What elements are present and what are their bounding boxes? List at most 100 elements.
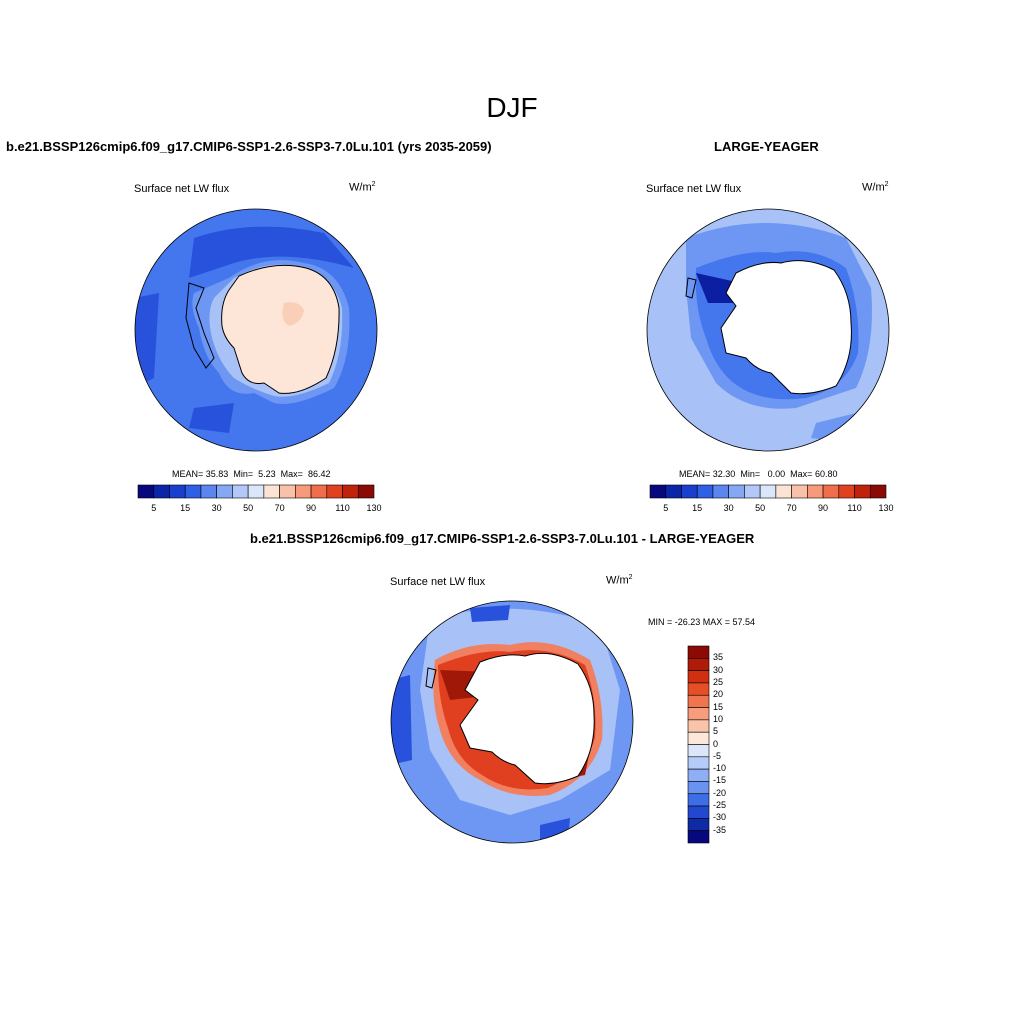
antarctica-land — [721, 260, 852, 394]
coastline — [425, 652, 595, 785]
panel-diff-variable-label: Surface net LW flux — [390, 576, 486, 588]
colorbar-tick-label: 110 — [335, 503, 350, 513]
panel-obs-map — [646, 208, 890, 452]
panel-diff-colorbar-ticks: 35 30 25 20 15 10 5 0 -5 -10 -15 -20 -25 -30 -35 — [713, 646, 753, 843]
colorbar-tick-label: -15 — [713, 775, 727, 786]
dark-ocean-band — [135, 226, 354, 433]
colorbar-segment — [712, 484, 729, 499]
colorbar-segment — [665, 484, 682, 499]
panel-diff-minmax: MIN = -26.23 MAX = 57.54 — [648, 617, 756, 627]
colorbar-tick-label: 110 — [847, 503, 862, 513]
colorbar-tick-label: 30 — [723, 503, 734, 513]
colorbar-segment — [807, 484, 824, 499]
colorbar-segment — [153, 484, 170, 499]
figure-title: DJF — [486, 92, 538, 123]
antarctica-land — [460, 653, 595, 784]
panel-model-variable-label: Surface net LW flux — [134, 183, 230, 195]
colorbar-segment — [696, 484, 714, 499]
colorbar-segment — [869, 484, 887, 499]
panel-model-stats: MEAN= 35.83 Min= 5.23 Max= 86.42 — [172, 469, 331, 479]
colorbar-tick-label: 15 — [180, 503, 191, 513]
colorbar-segment — [687, 805, 710, 819]
colorbar-tick-label: 5 — [713, 726, 719, 737]
colorbar-tick-label: -20 — [713, 787, 727, 798]
panel-diff-colorbar — [687, 645, 710, 844]
panel-model-colorbar — [137, 484, 375, 499]
colorbar-segment — [649, 484, 667, 499]
colorbar-segment — [687, 670, 710, 684]
colorbar-segment — [342, 484, 359, 499]
colorbar-segment — [310, 484, 328, 499]
colorbar-segment — [759, 484, 777, 499]
colorbar-segment — [687, 731, 710, 745]
colorbar-segment — [838, 484, 855, 499]
colorbar-tick-label: 50 — [243, 503, 254, 513]
panel-obs-units-label: W/m2 — [862, 181, 889, 194]
panel-obs-variable-label: Surface net LW flux — [646, 183, 742, 195]
panel-obs-title: LARGE-YEAGER — [714, 139, 819, 154]
colorbar-segment — [216, 484, 233, 499]
panel-obs-colorbar — [649, 484, 887, 499]
colorbar-tick-label: 130 — [366, 503, 382, 513]
colorbar-segment — [279, 484, 296, 499]
panel-model-units-label: W/m2 — [349, 181, 376, 194]
colorbar-segment — [744, 484, 761, 499]
panel-diff-units-label: W/m2 — [606, 574, 633, 587]
colorbar-segment — [687, 682, 710, 696]
panel-model-colorbar-ticks: 5 15 30 50 70 90 110 130 — [138, 503, 381, 515]
colorbar-tick-label: 90 — [306, 503, 317, 513]
colorbar-segment — [775, 484, 792, 499]
colorbar-tick-label: -30 — [713, 812, 727, 823]
colorbar-segment — [200, 484, 217, 499]
colorbar-segment — [687, 830, 710, 844]
colorbar-segment — [295, 484, 312, 499]
coastline — [185, 264, 340, 394]
colorbar-segment — [184, 484, 202, 499]
coastline — [685, 260, 852, 395]
colorbar-tick-label: 15 — [692, 503, 703, 513]
colorbar-segment — [326, 484, 343, 499]
panel-model-map — [134, 208, 378, 452]
panel-obs-stats: MEAN= 32.30 Min= 0.00 Max= 60.80 — [679, 469, 838, 479]
colorbar-tick-label: 5 — [663, 503, 669, 513]
colorbar-segment — [169, 484, 186, 499]
antarctica-land — [221, 265, 340, 394]
colorbar-segment — [728, 484, 745, 499]
colorbar-segment — [687, 645, 710, 659]
colorbar-segment — [357, 484, 375, 499]
colorbar-segment — [687, 818, 710, 831]
colorbar-tick-label: 5 — [151, 503, 157, 513]
colorbar-segment — [232, 484, 249, 499]
colorbar-tick-label: 35 — [713, 652, 724, 663]
colorbar-tick-label: 30 — [211, 503, 222, 513]
colorbar-tick-label: 130 — [878, 503, 894, 513]
colorbar-segment — [791, 484, 808, 499]
colorbar-segment — [687, 694, 710, 708]
colorbar-tick-label: 90 — [818, 503, 829, 513]
colorbar-segment — [263, 484, 280, 499]
colorbar-tick-label: 15 — [713, 701, 724, 712]
colorbar-segment — [687, 756, 710, 770]
colorbar-segment — [247, 484, 265, 499]
colorbar-tick-label: 70 — [274, 503, 285, 513]
colorbar-segment — [854, 484, 871, 499]
colorbar-segment — [687, 793, 710, 807]
colorbar-tick-label: 10 — [713, 713, 724, 724]
panel-diff-map — [390, 600, 634, 844]
land-warm-spot — [282, 302, 304, 326]
colorbar-tick-label: 20 — [713, 689, 724, 700]
colorbar-tick-label: 0 — [713, 738, 719, 749]
colorbar-segment — [687, 719, 710, 733]
colorbar-segment — [687, 768, 710, 782]
colorbar-tick-label: -5 — [713, 750, 722, 761]
colorbar-tick-label: 30 — [713, 664, 724, 675]
panel-model-title: b.e21.BSSP126cmip6.f09_g17.CMIP6-SSP1-2.… — [6, 139, 492, 154]
colorbar-segment — [681, 484, 698, 499]
colorbar-segment — [687, 707, 710, 721]
colorbar-tick-label: -10 — [713, 763, 727, 774]
colorbar-tick-label: -25 — [713, 800, 727, 811]
colorbar-segment — [687, 744, 710, 758]
colorbar-segment — [687, 658, 710, 671]
colorbar-segment — [822, 484, 840, 499]
colorbar-tick-label: -35 — [713, 824, 727, 835]
